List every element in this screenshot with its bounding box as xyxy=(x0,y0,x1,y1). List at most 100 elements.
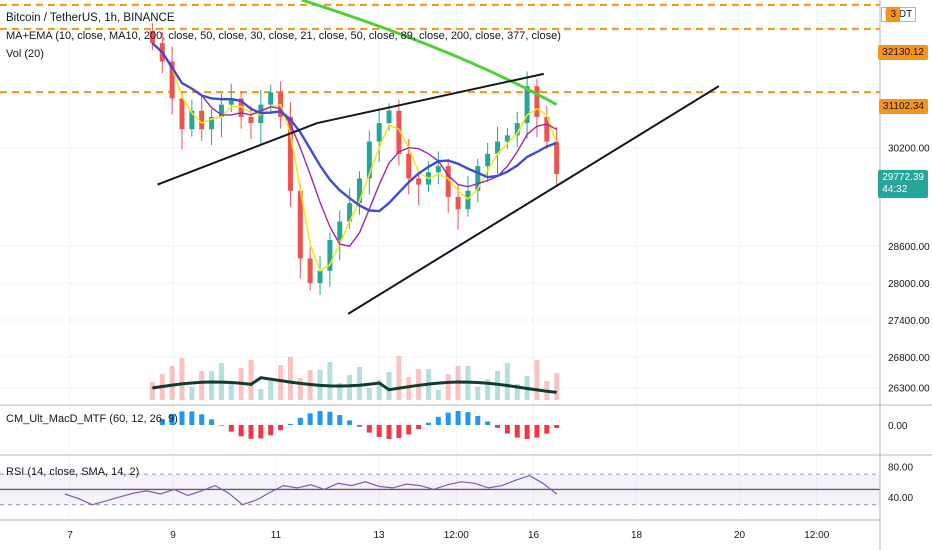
macd-bar xyxy=(307,413,313,425)
candles xyxy=(149,23,560,295)
ema-200-line xyxy=(301,0,558,106)
rsi-legend[interactable]: RSI (14, close, SMA, 14, 2) xyxy=(6,466,140,478)
price-tick-label: 26300.00 xyxy=(888,384,930,395)
time-tick-label: 7 xyxy=(67,530,73,541)
candle-body xyxy=(149,30,155,44)
macd-bar xyxy=(445,412,451,425)
volume-bar xyxy=(248,360,254,400)
candle-body xyxy=(238,98,244,117)
macd-bar xyxy=(169,413,175,425)
macd-bar xyxy=(179,411,185,425)
macd-bar xyxy=(416,425,422,430)
volume-bar xyxy=(396,356,402,400)
macd-tick-label: 0.00 xyxy=(888,421,908,432)
time-tick-label: 20 xyxy=(734,530,746,541)
ema-fast-line xyxy=(151,42,558,273)
macd-bar xyxy=(268,425,274,436)
candle-body xyxy=(268,92,274,105)
last-price-value: 29772.39 xyxy=(882,172,924,183)
candle-body xyxy=(366,141,372,179)
macd-bar xyxy=(278,425,284,431)
volume-bar xyxy=(199,371,205,400)
macd-bar xyxy=(435,416,441,425)
macd-bar xyxy=(238,425,244,437)
volume-bar xyxy=(514,384,520,400)
macd-bar xyxy=(495,425,501,428)
macd-bar xyxy=(189,411,195,425)
time-tick-label: 13 xyxy=(373,530,385,541)
price-tick-label: 28600.00 xyxy=(888,242,930,253)
trendline xyxy=(316,72,545,125)
candle-body xyxy=(327,240,333,271)
volume-bar xyxy=(337,383,343,400)
volume-bar xyxy=(268,381,274,400)
ema-slow-line xyxy=(151,42,558,213)
candle-body xyxy=(297,190,303,259)
candle-body xyxy=(406,153,412,179)
macd-bar xyxy=(425,422,431,425)
candle-body xyxy=(218,104,224,117)
macd-bar xyxy=(218,425,224,426)
candle-body xyxy=(287,116,293,191)
macd-bar xyxy=(376,425,382,438)
time-axis[interactable]: 7 9 11 13 12:00 16 18 20 12:00 xyxy=(0,519,880,541)
volume-bar xyxy=(258,389,264,400)
macd-bar xyxy=(199,414,205,425)
ema-mid-line xyxy=(151,42,558,247)
bar-countdown: 44:32 xyxy=(882,184,908,195)
volume-bar xyxy=(179,358,185,400)
rsi-tick-label: 40.00 xyxy=(888,493,913,504)
macd-histogram xyxy=(159,411,560,439)
price-axis[interactable]: 30200.00 28600.00 28000.00 27400.00 26800.00… xyxy=(879,0,930,550)
volume-legend[interactable]: Vol (20) xyxy=(6,48,44,60)
time-tick-label: 9 xyxy=(170,530,176,541)
volume-bar xyxy=(406,377,412,400)
time-tick-label: 18 xyxy=(631,530,643,541)
candle-body xyxy=(248,116,254,124)
volume-bar xyxy=(445,374,451,400)
candle-body xyxy=(455,196,461,210)
price-tick-label: 26800.00 xyxy=(888,353,930,364)
candle-body xyxy=(169,61,175,99)
time-tick-label: 16 xyxy=(528,530,540,541)
volume-ma-line xyxy=(152,376,557,394)
candle-body xyxy=(179,98,185,130)
price-tag-top: 3 xyxy=(886,7,900,22)
last-price-tag: 29772.39 44:32 xyxy=(878,170,928,198)
rsi-tick-label: 80.00 xyxy=(888,462,913,473)
indicator-legend[interactable]: MA+EMA (10, close, MA10, 200, close, 50,… xyxy=(6,30,561,42)
volume-bar xyxy=(386,372,392,400)
volume-bar xyxy=(209,371,215,400)
volume-bar xyxy=(475,387,481,400)
volume-bars xyxy=(149,356,560,400)
candle-body xyxy=(544,116,550,142)
candle-body xyxy=(475,166,481,191)
macd-bar xyxy=(544,425,550,434)
macd-bar xyxy=(366,425,372,433)
candle-body xyxy=(209,116,215,130)
macd-bar xyxy=(327,411,333,425)
macd-bar xyxy=(258,425,264,439)
macd-bar xyxy=(287,423,293,425)
candle-body xyxy=(347,203,353,222)
candle-body xyxy=(317,270,323,284)
macd-bar xyxy=(317,411,323,425)
candle-body xyxy=(514,123,520,136)
candle-body xyxy=(386,110,392,124)
candle-body xyxy=(504,135,510,142)
macd-legend[interactable]: CM_Ult_MacD_MTF (60, 12, 26, 9) xyxy=(6,413,178,425)
candle-body xyxy=(495,141,501,154)
time-tick-label: 11 xyxy=(271,530,282,541)
volume-bar xyxy=(356,367,362,400)
volume-bar xyxy=(327,362,333,400)
volume-bar xyxy=(376,380,382,400)
volume-bar xyxy=(554,373,560,400)
level-lines xyxy=(0,3,880,94)
rsi-line xyxy=(64,474,558,506)
macd-bar xyxy=(406,425,412,435)
trendline xyxy=(347,85,720,315)
candle-body xyxy=(524,86,530,124)
volume-bar xyxy=(485,379,491,400)
trendlines[interactable] xyxy=(157,72,720,315)
